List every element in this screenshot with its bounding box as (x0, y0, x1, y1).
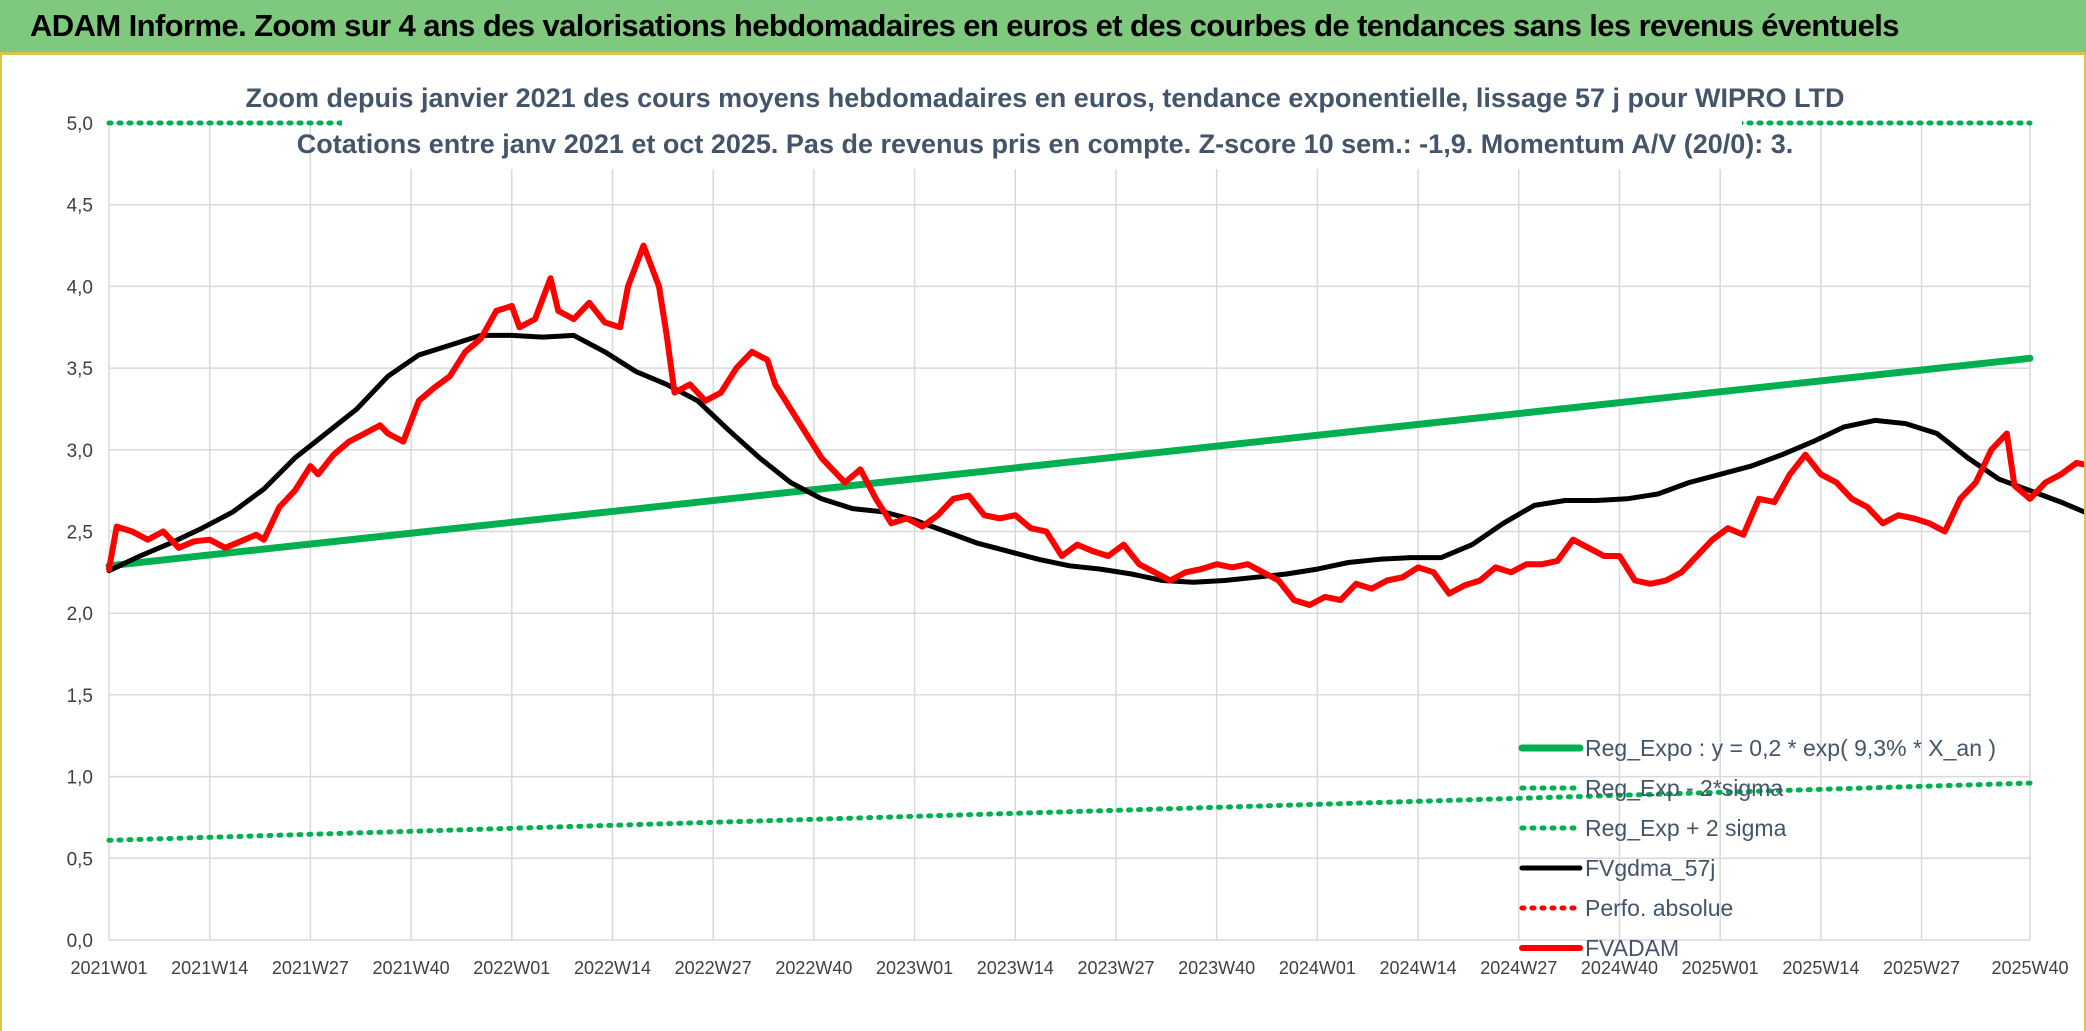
x-tick-label: 2025W27 (1883, 958, 1960, 978)
y-tick-label: 2,0 (67, 604, 93, 625)
series-line-5 (106, 242, 2084, 608)
x-tick-label: 2023W27 (1077, 958, 1154, 978)
y-tick-label: 5,0 (67, 114, 93, 135)
legend-label: Reg_Expo : y = 0,2 * exp( 9,3% * X_an ) (1585, 735, 1996, 761)
chart-title-line1: Zoom depuis janvier 2021 des cours moyen… (246, 83, 1845, 113)
legend-label: FVgdma_57j (1585, 855, 1715, 881)
y-tick-label: 3,5 (67, 359, 93, 380)
y-tick-label: 2,5 (67, 523, 93, 544)
x-tick-label: 2022W40 (775, 958, 852, 978)
x-tick-label: 2024W40 (1581, 958, 1658, 978)
y-tick-label: 0,5 (67, 849, 93, 870)
x-tick-label: 2021W40 (373, 958, 450, 978)
x-tick-label: 2024W27 (1480, 958, 1557, 978)
chart-svg: 0,0 0,5 1,0 1,5 2,0 2,5 3,0 3,5 4,0 4,5 5,0 2021W01… (67, 67, 2084, 978)
x-tick-label: 2023W01 (876, 958, 953, 978)
y-tick-label: 0,0 (67, 931, 93, 952)
legend-label: Reg_Exp + 2 sigma (1585, 815, 1787, 841)
x-tick-label: 2023W14 (977, 958, 1054, 978)
series-line-0 (105, 354, 2034, 570)
y-tick-label: 4,5 (67, 196, 93, 217)
series-line-1 (106, 780, 2033, 843)
x-tick-label: 2024W01 (1279, 958, 1356, 978)
y-tick-label: 1,0 (67, 768, 93, 789)
header-banner: ADAM Informe. Zoom sur 4 ans des valoris… (0, 0, 2086, 55)
x-tick-label: 2025W14 (1782, 958, 1859, 978)
x-tick-label: 2022W14 (574, 958, 651, 978)
x-tick-label: 2024W14 (1380, 958, 1457, 978)
x-tick-label: 2022W27 (675, 958, 752, 978)
x-tick-label: 2021W27 (272, 958, 349, 978)
x-tick-label: 2021W14 (171, 958, 248, 978)
x-tick-label: 2022W01 (473, 958, 550, 978)
x-tick-label: 2025W40 (1991, 958, 2068, 978)
series-layer (105, 120, 2084, 843)
title-backdrop (342, 67, 1742, 169)
legend-label: FVADAM (1585, 935, 1679, 961)
chart-frame: 0,0 0,5 1,0 1,5 2,0 2,5 3,0 3,5 4,0 4,5 5,0 2021W01… (0, 55, 2086, 1031)
y-tick-label: 3,0 (67, 441, 93, 462)
tick-layer: 0,0 0,5 1,0 1,5 2,0 2,5 3,0 3,5 4,0 4,5 5,0 2021W01… (67, 114, 2069, 978)
x-tick-label: 2021W01 (70, 958, 147, 978)
x-tick-label: 2025W01 (1682, 958, 1759, 978)
legend-label: Perfo. absolue (1585, 895, 1733, 921)
y-tick-label: 4,0 (67, 277, 93, 298)
legend: Reg_Expo : y = 0,2 * exp( 9,3% * X_an ) R… (1518, 735, 1996, 961)
chart-title-line2: Cotations entre janv 2021 et oct 2025. P… (297, 129, 1794, 159)
series-line-3 (106, 332, 2084, 585)
x-tick-label: 2023W40 (1178, 958, 1255, 978)
legend-label: Reg_Exp - 2*sigma (1585, 775, 1783, 801)
y-tick-label: 1,5 (67, 686, 93, 707)
header-title: ADAM Informe. Zoom sur 4 ans des valoris… (30, 8, 1900, 43)
